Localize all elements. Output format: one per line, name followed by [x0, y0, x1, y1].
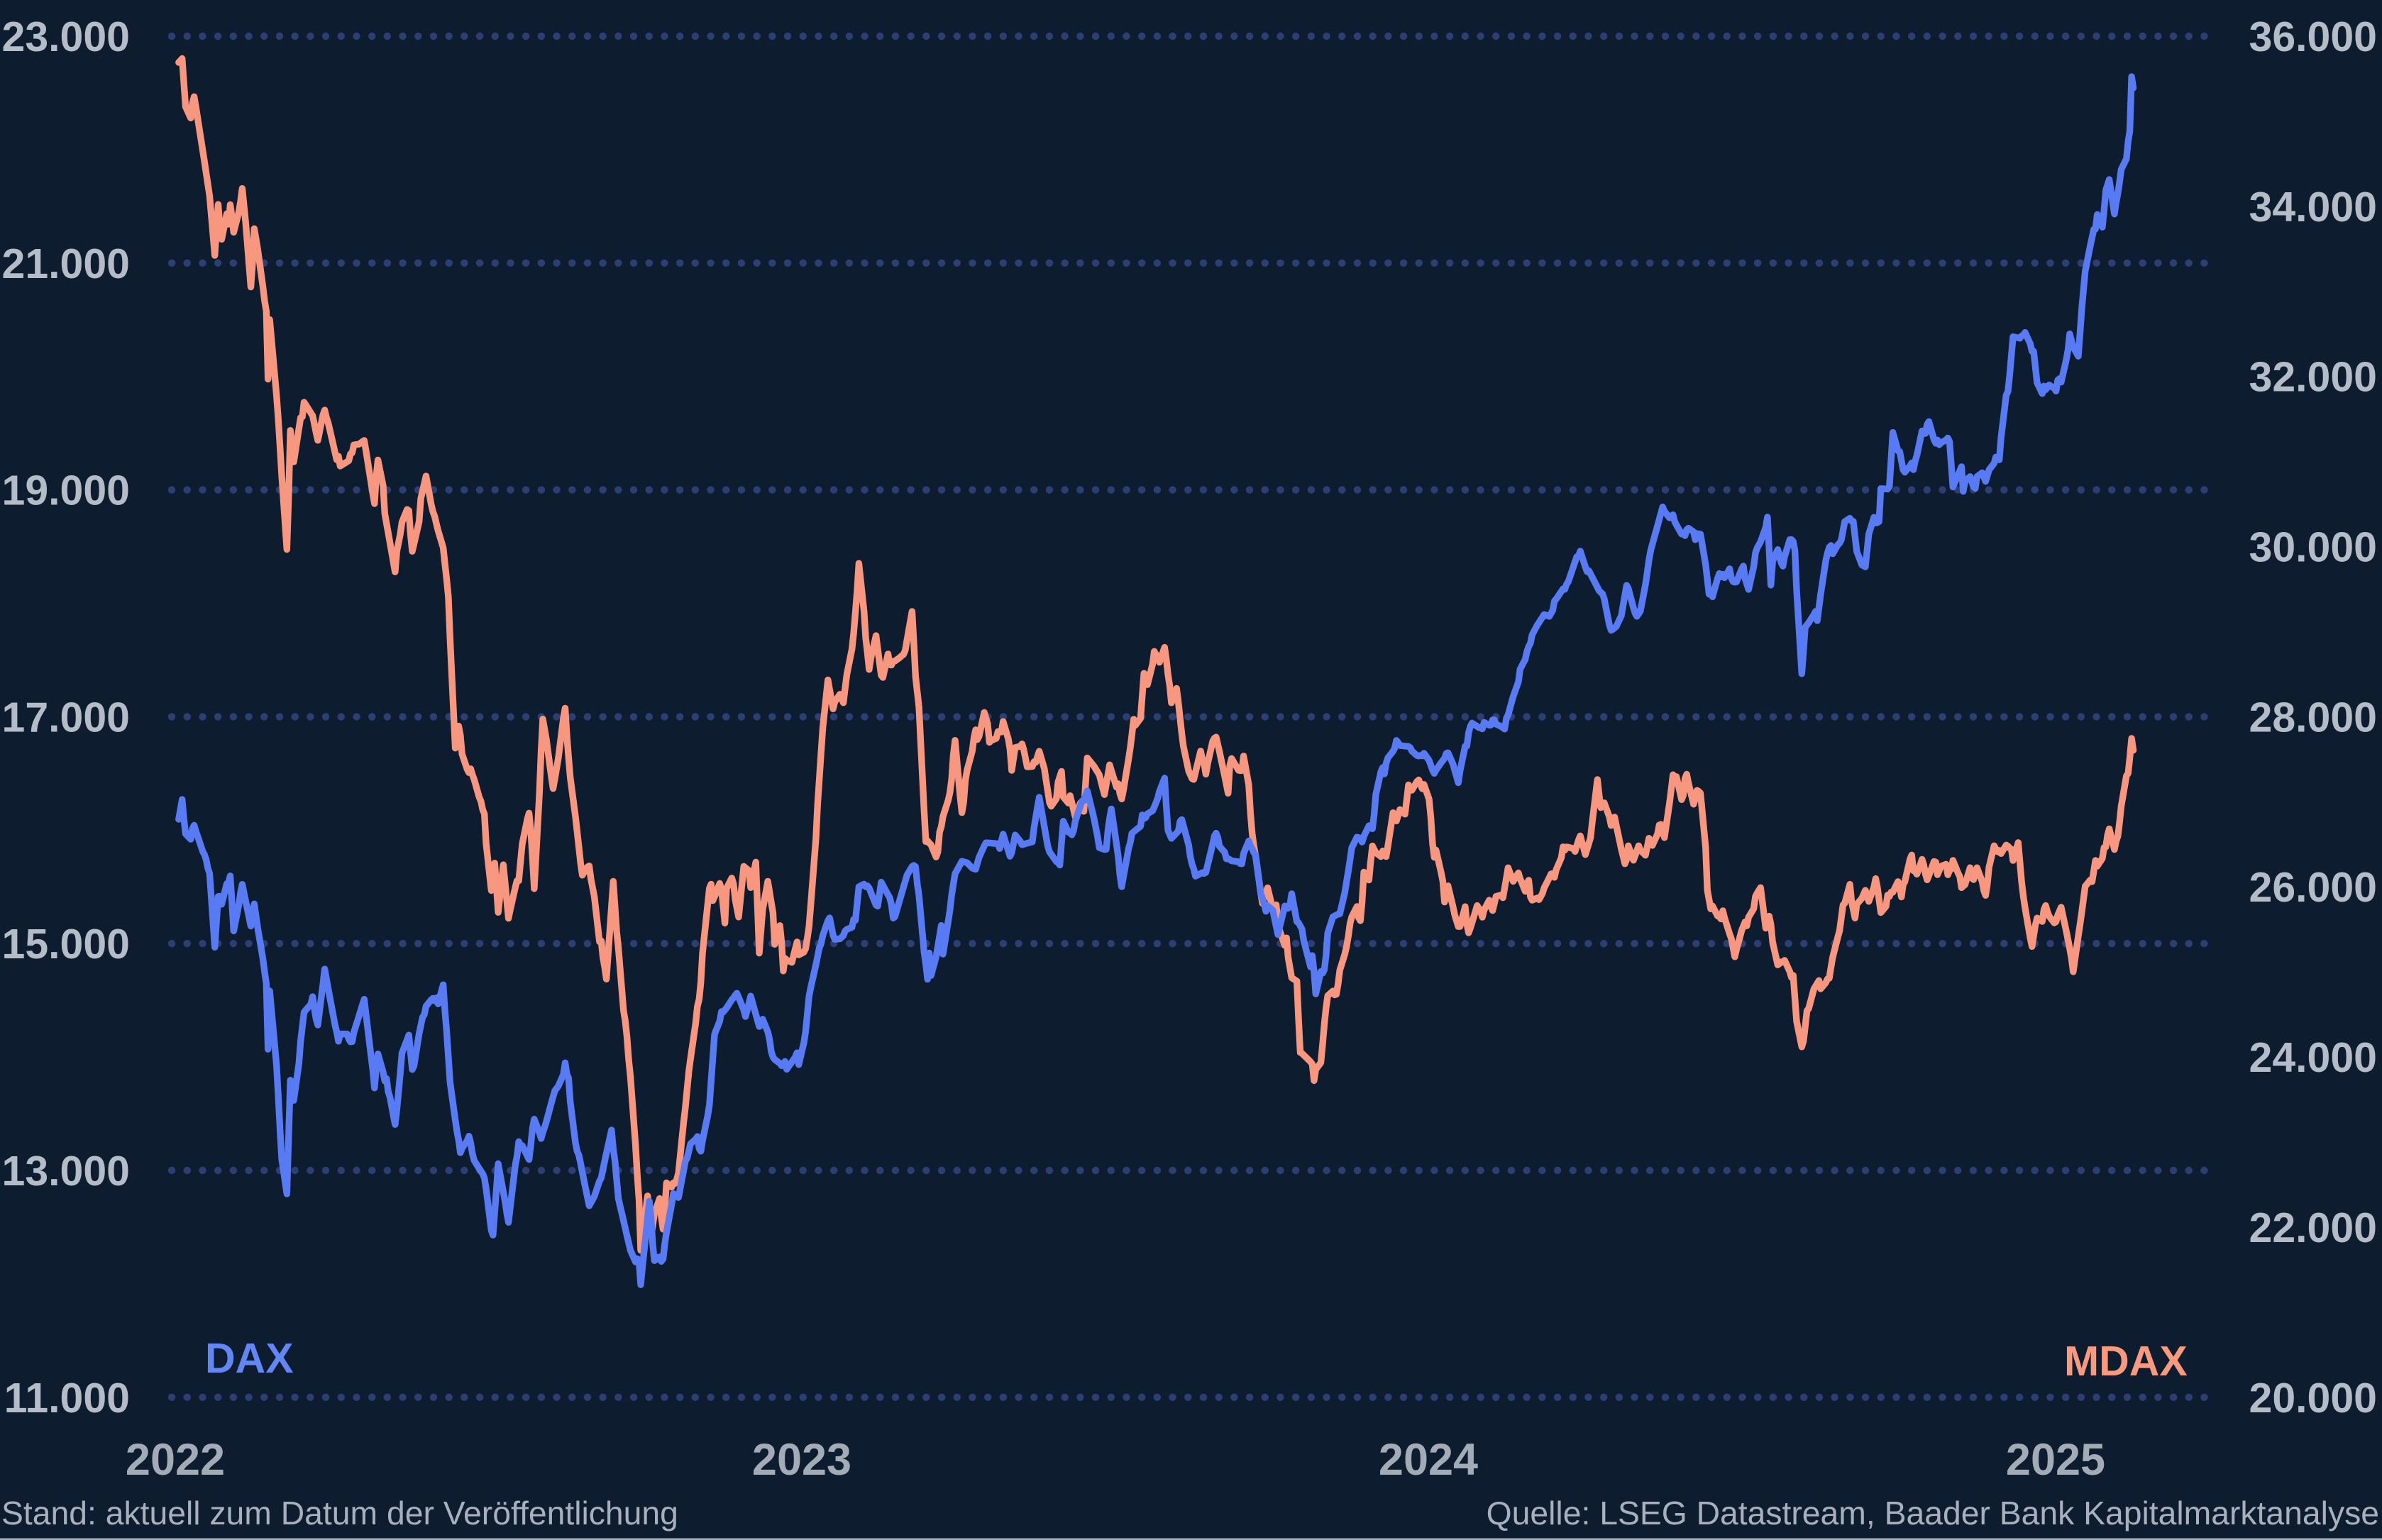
svg-text:24.000: 24.000 [2249, 1034, 2377, 1081]
svg-text:22.000: 22.000 [2249, 1204, 2377, 1251]
svg-text:2024: 2024 [1379, 1435, 1478, 1485]
svg-text:Stand: aktuell zum Datum der V: Stand: aktuell zum Datum der Veröffentli… [1, 1495, 678, 1531]
svg-text:2023: 2023 [752, 1435, 851, 1485]
svg-text:34.000: 34.000 [2249, 184, 2377, 231]
svg-text:30.000: 30.000 [2249, 524, 2377, 571]
svg-text:11.000: 11.000 [4, 1375, 130, 1422]
svg-text:20.000: 20.000 [2249, 1375, 2377, 1422]
svg-text:32.000: 32.000 [2249, 354, 2377, 401]
svg-text:28.000: 28.000 [2249, 694, 2377, 741]
svg-text:15.000: 15.000 [2, 921, 130, 968]
svg-text:17.000: 17.000 [2, 694, 130, 741]
svg-text:DAX: DAX [205, 1335, 294, 1382]
svg-text:19.000: 19.000 [2, 467, 130, 514]
svg-text:26.000: 26.000 [2249, 864, 2377, 911]
svg-text:2025: 2025 [2006, 1435, 2105, 1485]
svg-text:Quelle: LSEG Datastream, Baade: Quelle: LSEG Datastream, Baader Bank Kap… [1487, 1495, 2379, 1531]
svg-text:23.000: 23.000 [2, 13, 130, 60]
svg-text:13.000: 13.000 [2, 1148, 130, 1195]
svg-text:21.000: 21.000 [2, 240, 130, 287]
svg-text:36.000: 36.000 [2249, 13, 2377, 60]
svg-text:MDAX: MDAX [2064, 1338, 2188, 1385]
svg-text:2022: 2022 [126, 1435, 225, 1485]
